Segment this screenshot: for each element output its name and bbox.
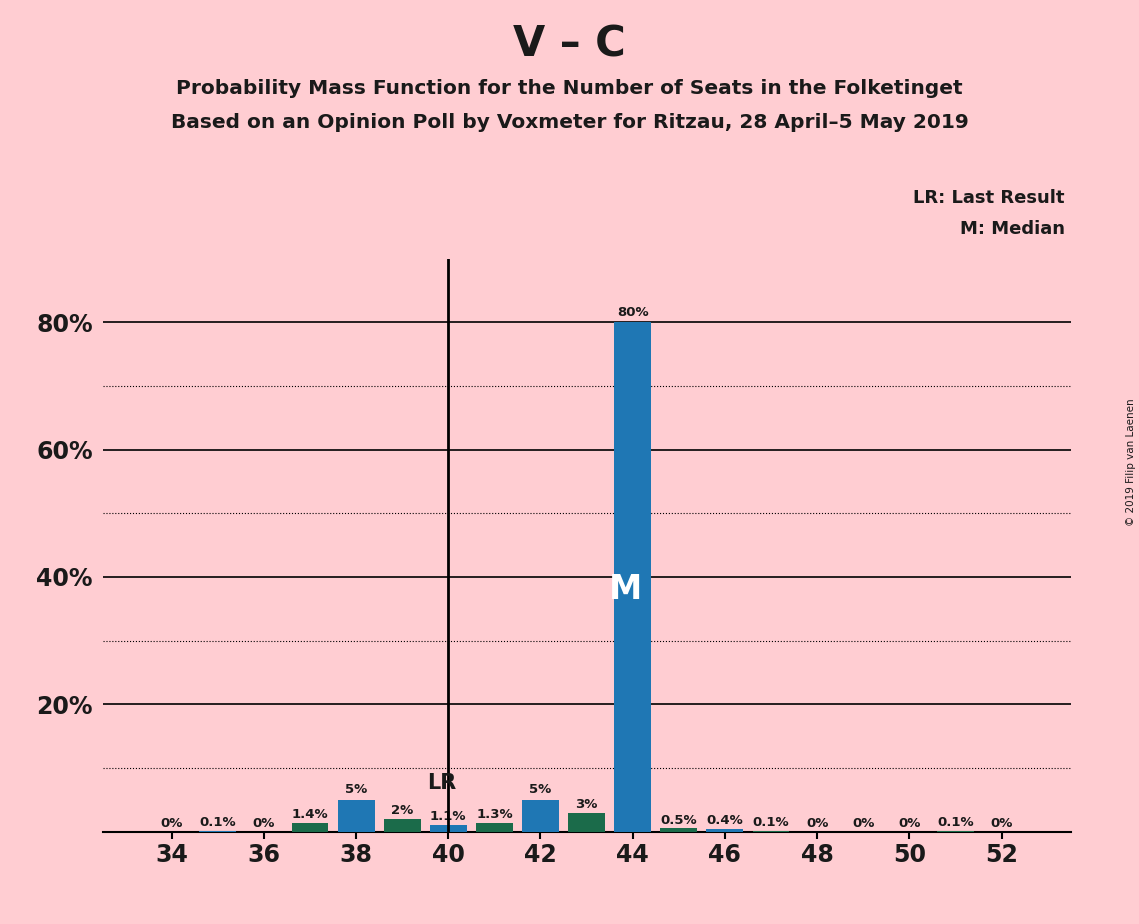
Text: 0%: 0% bbox=[806, 817, 828, 830]
Text: 0%: 0% bbox=[852, 817, 875, 830]
Bar bbox=[522, 800, 559, 832]
Text: 1.1%: 1.1% bbox=[431, 809, 467, 822]
Bar bbox=[429, 824, 467, 832]
Bar bbox=[292, 822, 328, 832]
Text: 0.4%: 0.4% bbox=[706, 814, 744, 827]
Text: 0%: 0% bbox=[161, 817, 183, 830]
Text: 0.1%: 0.1% bbox=[937, 816, 974, 829]
Text: LR: LR bbox=[427, 773, 456, 793]
Text: Probability Mass Function for the Number of Seats in the Folketinget: Probability Mass Function for the Number… bbox=[177, 79, 962, 98]
Text: © 2019 Filip van Laenen: © 2019 Filip van Laenen bbox=[1126, 398, 1136, 526]
Bar bbox=[337, 800, 375, 832]
Text: 0.5%: 0.5% bbox=[661, 813, 697, 826]
Text: 0%: 0% bbox=[899, 817, 920, 830]
Text: 5%: 5% bbox=[530, 783, 551, 796]
Text: 0.1%: 0.1% bbox=[199, 816, 236, 829]
Text: 0%: 0% bbox=[990, 817, 1013, 830]
Text: 0%: 0% bbox=[253, 817, 274, 830]
Bar bbox=[384, 819, 420, 832]
Bar bbox=[661, 829, 697, 832]
Text: 80%: 80% bbox=[617, 306, 648, 319]
Text: 2%: 2% bbox=[391, 804, 413, 817]
Text: V – C: V – C bbox=[514, 23, 625, 65]
Text: 0.1%: 0.1% bbox=[753, 816, 789, 829]
Text: LR: Last Result: LR: Last Result bbox=[913, 189, 1065, 207]
Bar bbox=[568, 812, 605, 832]
Text: 1.4%: 1.4% bbox=[292, 808, 328, 821]
Bar bbox=[706, 829, 744, 832]
Text: 5%: 5% bbox=[345, 783, 367, 796]
Bar bbox=[614, 322, 652, 832]
Text: 1.3%: 1.3% bbox=[476, 808, 513, 821]
Text: Based on an Opinion Poll by Voxmeter for Ritzau, 28 April–5 May 2019: Based on an Opinion Poll by Voxmeter for… bbox=[171, 113, 968, 132]
Bar bbox=[476, 823, 513, 832]
Text: 3%: 3% bbox=[575, 797, 598, 810]
Text: M: M bbox=[609, 573, 642, 606]
Text: M: Median: M: Median bbox=[960, 220, 1065, 237]
